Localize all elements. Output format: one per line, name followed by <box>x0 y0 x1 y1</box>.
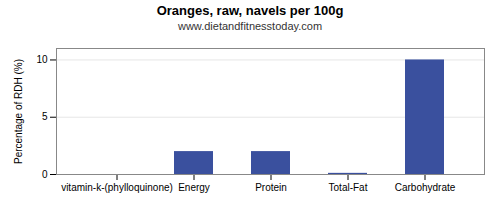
svg-text:5: 5 <box>42 111 48 122</box>
html-text:Oranges, raw, navels per 100g: Oranges, raw, navels per 100g <box>156 3 344 18</box>
svg-text:Total-Fat: Total-Fat <box>329 182 368 193</box>
svg-text:10: 10 <box>36 54 48 65</box>
svg-text:Protein: Protein <box>255 182 287 193</box>
svg-text:Energy: Energy <box>178 182 210 193</box>
svg-text:Percentage of RDH (%): Percentage of RDH (%) <box>13 59 24 164</box>
svg-text:Carbohydrate: Carbohydrate <box>395 182 456 193</box>
html-text:www.dietandfitnesstoday.com: www.dietandfitnesstoday.com <box>178 20 322 32</box>
svg-text:vitamin-k-(phylloquinone): vitamin-k-(phylloquinone) <box>61 182 173 193</box>
svg-text:0: 0 <box>42 169 48 180</box>
